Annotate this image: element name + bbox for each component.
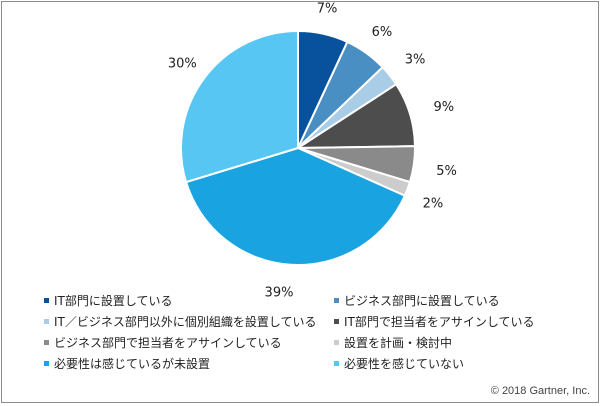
slice-value-label-2: 6% [372, 25, 393, 40]
legend-label-6: 設置を計画・検討中 [344, 336, 453, 350]
legend-item-3: IT／ビジネス部門以外に個別組織を設置している [44, 313, 317, 330]
legend-item-7: 必要性は感じているが未設置 [44, 355, 210, 372]
legend-item-8: 必要性を感じていない [334, 355, 464, 372]
slice-value-label-3: 3% [405, 53, 426, 68]
legend-swatch-8 [334, 361, 339, 366]
legend-label-2: ビジネス部門に設置している [344, 294, 500, 308]
legend-label-8: 必要性を感じていない [344, 357, 465, 371]
slice-value-label-8: 30% [168, 56, 197, 71]
legend-label-3: IT／ビジネス部門以外に個別組織を設置している [54, 315, 317, 329]
legend-swatch-3 [44, 319, 49, 324]
legend-swatch-6 [334, 340, 339, 345]
legend-swatch-1 [44, 298, 49, 303]
legend-swatch-4 [334, 319, 339, 324]
legend-item-5: ビジネス部門で担当者をアサインしている [44, 334, 282, 351]
legend-swatch-5 [44, 340, 49, 345]
legend-swatch-2 [334, 298, 339, 303]
legend-item-1: IT部門に設置している [44, 292, 173, 309]
pie-slice-7 [184, 146, 407, 266]
legend-item-2: ビジネス部門に設置している [334, 292, 500, 309]
slice-value-label-4: 9% [433, 100, 454, 115]
legend-item-4: IT部門で担当者をアサインしている [334, 313, 535, 330]
slice-value-label-5: 5% [436, 164, 457, 179]
legend-label-5: ビジネス部門で担当者をアサインしている [54, 336, 282, 350]
legend-label-4: IT部門で担当者をアサインしている [344, 315, 535, 329]
legend-item-6: 設置を計画・検討中 [334, 334, 452, 351]
legend-label-1: IT部門に設置している [54, 294, 173, 308]
legend-swatch-7 [44, 361, 49, 366]
copyright-notice: © 2018 Gartner, Inc. [490, 385, 590, 397]
pie-slice-8 [180, 29, 299, 184]
slice-value-label-1: 7% [317, 1, 338, 16]
legend-label-7: 必要性は感じているが未設置 [54, 357, 211, 371]
slice-value-label-6: 2% [423, 196, 444, 211]
slice-value-label-7: 39% [265, 286, 294, 301]
